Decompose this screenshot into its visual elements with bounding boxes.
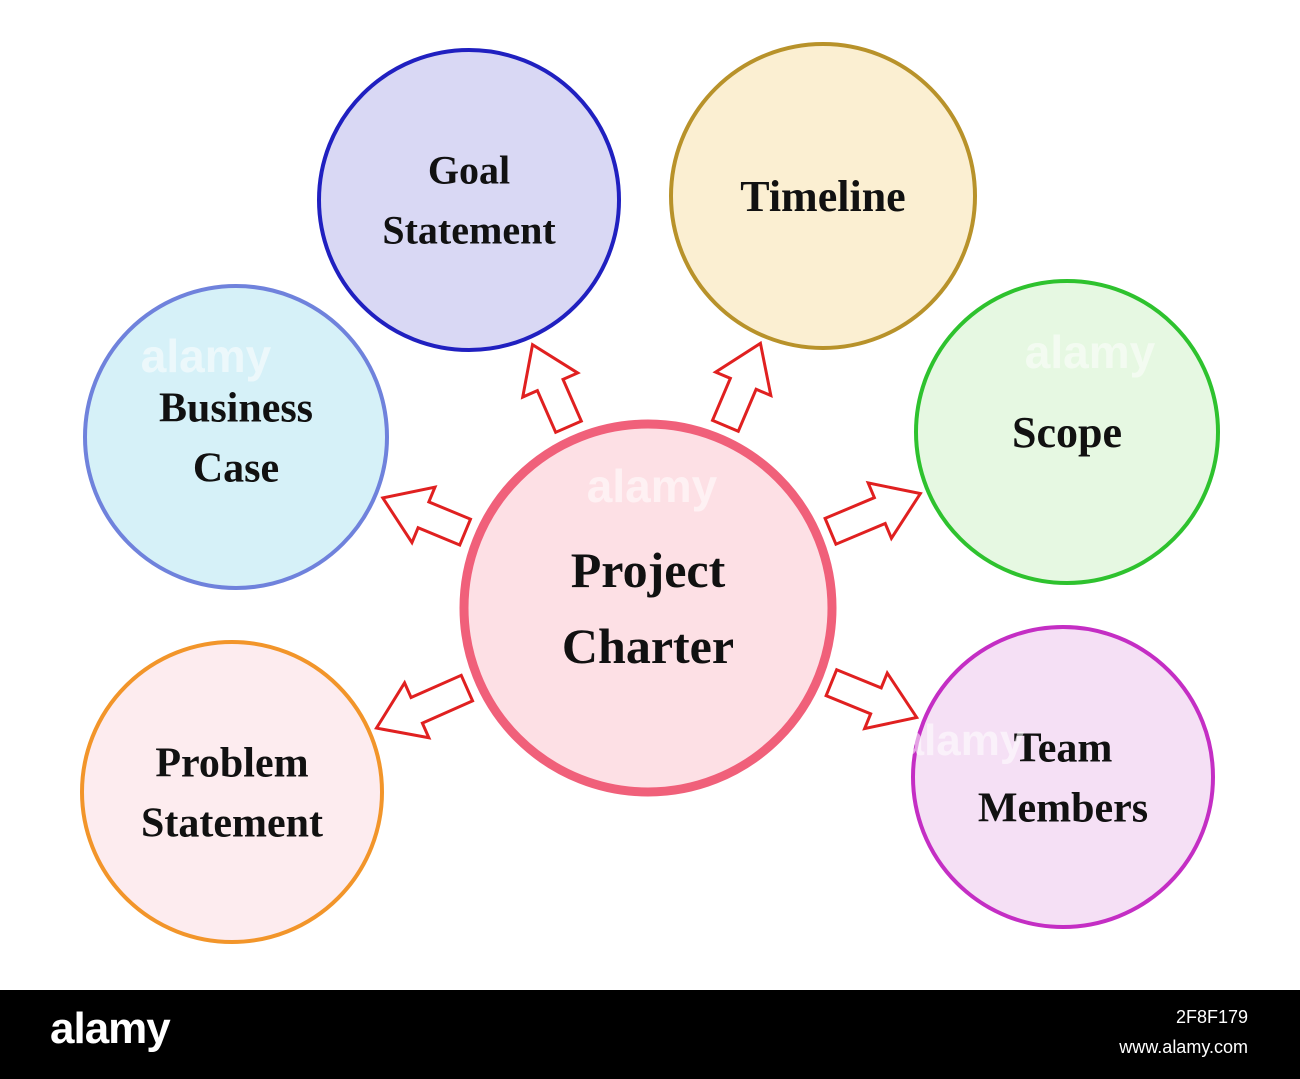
footer-bar: alamy 2F8F179 www.alamy.com bbox=[0, 990, 1300, 1079]
center-node-project-charter-circle bbox=[459, 419, 837, 797]
node-team-members-label-line: Team bbox=[1014, 725, 1113, 771]
center-node-project-charter-label-line: Project bbox=[571, 542, 726, 598]
arrow-to-goal-statement bbox=[520, 342, 584, 435]
arrow-to-problem-statement bbox=[374, 673, 475, 740]
watermark-overlay: alamy alamy alamy alamy bbox=[141, 326, 1156, 765]
center-node-project-charter: Project Charter bbox=[459, 419, 837, 797]
node-problem-statement-circle bbox=[80, 640, 384, 944]
watermark-text: alamy bbox=[1025, 326, 1156, 378]
footer-image-id: 2F8F179 bbox=[1175, 1007, 1248, 1027]
arrows-layer bbox=[374, 340, 923, 740]
arrow-to-team-members bbox=[824, 667, 920, 731]
node-timeline-label-line: Timeline bbox=[740, 172, 905, 221]
node-goal-statement-label-line: Goal bbox=[428, 148, 510, 193]
watermark-text: alamy bbox=[900, 716, 1025, 765]
node-timeline-circle bbox=[669, 42, 977, 350]
node-scope: Scope bbox=[914, 279, 1220, 585]
node-goal-statement-circle bbox=[317, 48, 621, 352]
node-problem-statement-label-line: Problem bbox=[155, 740, 308, 786]
node-scope-circle bbox=[914, 279, 1220, 585]
node-team-members-label-line: Members bbox=[978, 785, 1148, 831]
node-scope-label-line: Scope bbox=[1012, 408, 1122, 457]
arrow-to-scope bbox=[823, 480, 923, 547]
node-goal-statement-label-line: Statement bbox=[382, 208, 556, 253]
project-charter-diagram: Project Charter Goal Statement Timeline Busin… bbox=[80, 42, 1220, 944]
node-goal-statement: Goal Statement bbox=[317, 48, 621, 352]
footer-site: www.alamy.com bbox=[1119, 1037, 1248, 1057]
node-team-members: Team Members bbox=[911, 625, 1215, 929]
footer-info: 2F8F179 www.alamy.com bbox=[1119, 1002, 1248, 1062]
node-business-case: Business Case bbox=[83, 284, 389, 590]
watermark-text: alamy bbox=[587, 460, 718, 512]
node-problem-statement-label-line: Statement bbox=[141, 800, 323, 846]
footer-logo: alamy bbox=[50, 1004, 171, 1053]
node-timeline: Timeline bbox=[669, 42, 977, 350]
node-business-case-label-line: Business bbox=[159, 385, 313, 431]
center-node-project-charter-label-line: Charter bbox=[562, 618, 734, 674]
nodes-layer: Project Charter Goal Statement Timeline Busin… bbox=[80, 42, 1220, 944]
node-business-case-label-line: Case bbox=[193, 445, 279, 491]
node-business-case-circle bbox=[83, 284, 389, 590]
arrow-to-business-case bbox=[380, 485, 473, 547]
watermark-text: alamy bbox=[141, 330, 272, 382]
node-team-members-circle bbox=[911, 625, 1215, 929]
arrow-to-timeline bbox=[710, 340, 773, 434]
node-problem-statement: Problem Statement bbox=[80, 640, 384, 944]
